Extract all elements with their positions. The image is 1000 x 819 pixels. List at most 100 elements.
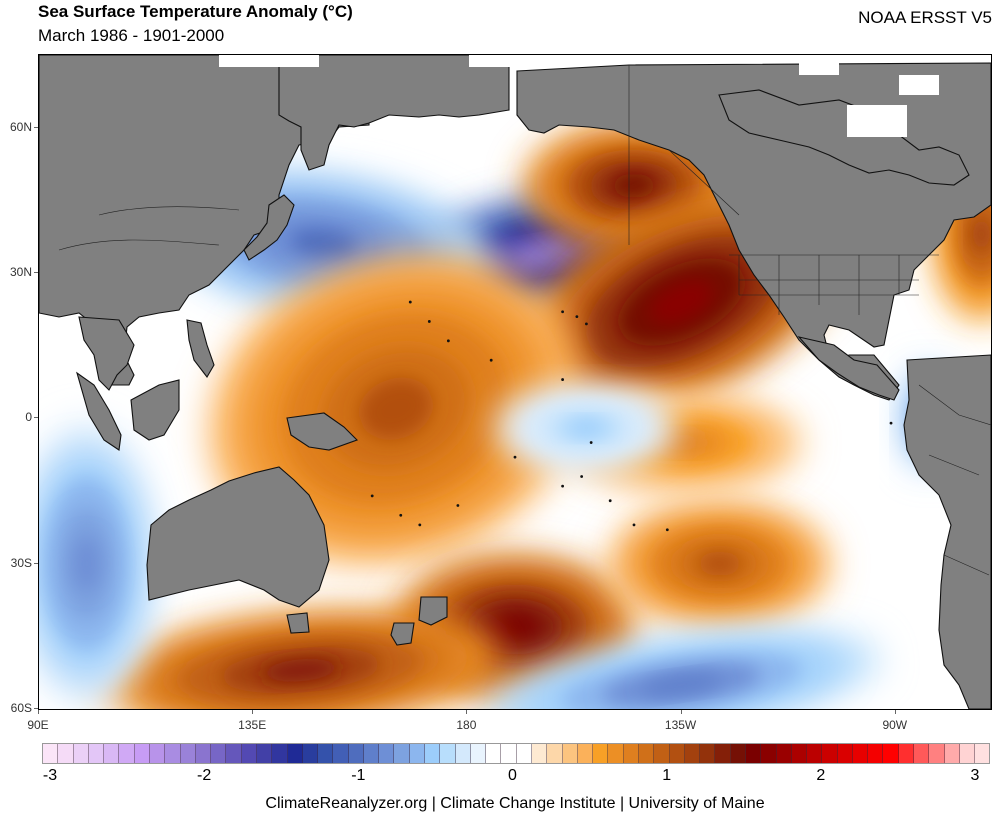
colorbar-segment xyxy=(761,744,777,763)
colorbar-segment xyxy=(287,744,303,763)
lon-tick-label: 180 xyxy=(456,718,477,732)
island-marker xyxy=(665,528,669,532)
land-philippines xyxy=(186,319,215,378)
colorbar-segment xyxy=(944,744,960,763)
colorbar-segment xyxy=(180,744,196,763)
colorbar-segment xyxy=(883,744,899,763)
colorbar-tick-label: 0 xyxy=(508,767,517,784)
land-sumatra xyxy=(76,371,122,451)
island-marker xyxy=(370,494,374,498)
colorbar-segment xyxy=(149,744,166,763)
colorbar-segment xyxy=(669,744,685,763)
colorbar-segment xyxy=(898,744,915,763)
anomaly-contour-equatorial-west-pacific-warm xyxy=(358,377,434,440)
colorbar-segment xyxy=(195,744,212,763)
colorbar-segment xyxy=(791,744,808,763)
colorbar-segment xyxy=(532,744,548,763)
colorbar-segment xyxy=(608,744,624,763)
anomaly-contour-southern-ocean-warm xyxy=(260,658,341,682)
colorbar-segment xyxy=(501,744,517,763)
colorbar-segment xyxy=(348,744,364,763)
colorbar-segment xyxy=(745,744,762,763)
colorbar-segment xyxy=(577,744,594,763)
land-mask xyxy=(39,55,991,709)
island-marker xyxy=(889,421,893,425)
colorbar-segment xyxy=(272,744,288,763)
colorbar-segment xyxy=(623,744,639,763)
lon-tick-label: 90E xyxy=(27,718,49,732)
colorbar-segment xyxy=(302,744,319,763)
anomaly-contour-south-pacific-cool xyxy=(641,674,722,696)
land-indochina xyxy=(78,316,135,391)
country-borders xyxy=(58,65,991,576)
colorbar-segment xyxy=(211,744,227,763)
island-marker xyxy=(427,320,431,323)
lon-tick-mark xyxy=(38,710,39,714)
island-marker xyxy=(399,513,403,517)
colorbar-segment xyxy=(959,744,976,763)
colorbar-segment xyxy=(715,744,731,763)
island-marker xyxy=(561,378,564,381)
land-kamchatka xyxy=(278,55,510,171)
land-new-zealand-north xyxy=(418,596,448,626)
colorbar-segment xyxy=(486,744,502,763)
colorbar-segment xyxy=(822,744,838,763)
colorbar-segment xyxy=(914,744,930,763)
colorbar-segment xyxy=(119,744,135,763)
map-canvas xyxy=(39,55,991,709)
land-new-zealand-south xyxy=(390,622,415,646)
anomaly-contour-indian-ocean-cool xyxy=(72,535,101,592)
island-marker xyxy=(418,523,422,527)
anomaly-contour-northeast-pacific-warm xyxy=(649,280,714,324)
lat-tick-label: 0 xyxy=(25,410,32,425)
island-marker xyxy=(589,441,593,444)
island-marker xyxy=(575,315,579,318)
colorbar-segment xyxy=(379,744,395,763)
colorbar-segment xyxy=(333,744,349,763)
land-japan xyxy=(243,194,295,261)
credit-footer: ClimateReanalyzer.org | Climate Change I… xyxy=(265,795,765,812)
sst-anomaly-map xyxy=(38,54,992,710)
island-marker xyxy=(608,499,612,503)
colorbar-segment xyxy=(700,744,716,763)
lon-tick-mark xyxy=(894,710,896,714)
colorbar-segment xyxy=(868,744,884,763)
map-title: Sea Surface Temperature Anomaly (°C) xyxy=(38,2,353,21)
colorbar-segment xyxy=(43,744,59,763)
colorbar-tick-label: -1 xyxy=(351,767,366,784)
colorbar-segment xyxy=(318,744,334,763)
colorbar-segment xyxy=(134,744,150,763)
colorbar-tick-label: -2 xyxy=(197,767,212,784)
colorbar-segment xyxy=(547,744,563,763)
island-marker xyxy=(585,322,588,326)
island-marker xyxy=(513,455,517,459)
island-marker xyxy=(456,504,460,507)
colorbar-tick-label: 3 xyxy=(970,767,980,784)
lat-tick-label: 60N xyxy=(9,119,32,134)
island-marker xyxy=(561,484,564,488)
colorbar-segment xyxy=(241,744,257,763)
anomaly-contour-northwest-pacific-cool xyxy=(290,229,359,259)
colorbar-segment xyxy=(73,744,89,763)
colorbar-tick-label: 2 xyxy=(816,767,826,784)
colorbar-segment xyxy=(776,744,792,763)
colorbar-segment xyxy=(852,744,869,763)
island-marker xyxy=(561,310,564,314)
dataset-label: NOAA ERSST V5 xyxy=(858,8,992,27)
lon-tick-label: 135W xyxy=(664,718,697,732)
island-marker xyxy=(446,339,450,343)
anomaly-contour-atlantic-coast-warm xyxy=(972,217,991,252)
lat-tick-mark xyxy=(34,272,38,273)
lat-tick-label: 30N xyxy=(9,265,32,279)
colorbar-segment xyxy=(638,744,655,763)
colorbar-segment xyxy=(256,744,273,763)
colorbar-segment xyxy=(104,744,120,763)
colorbar-segment xyxy=(409,744,426,763)
colorbar-segment xyxy=(425,744,441,763)
lat-tick-mark xyxy=(34,417,38,419)
land-south-america xyxy=(903,354,991,709)
lon-tick-mark xyxy=(252,710,254,714)
anomaly-contour-north-pacific-cold-core xyxy=(513,241,574,266)
colorbar-segment xyxy=(929,744,945,763)
colorbar-segment xyxy=(165,744,181,763)
